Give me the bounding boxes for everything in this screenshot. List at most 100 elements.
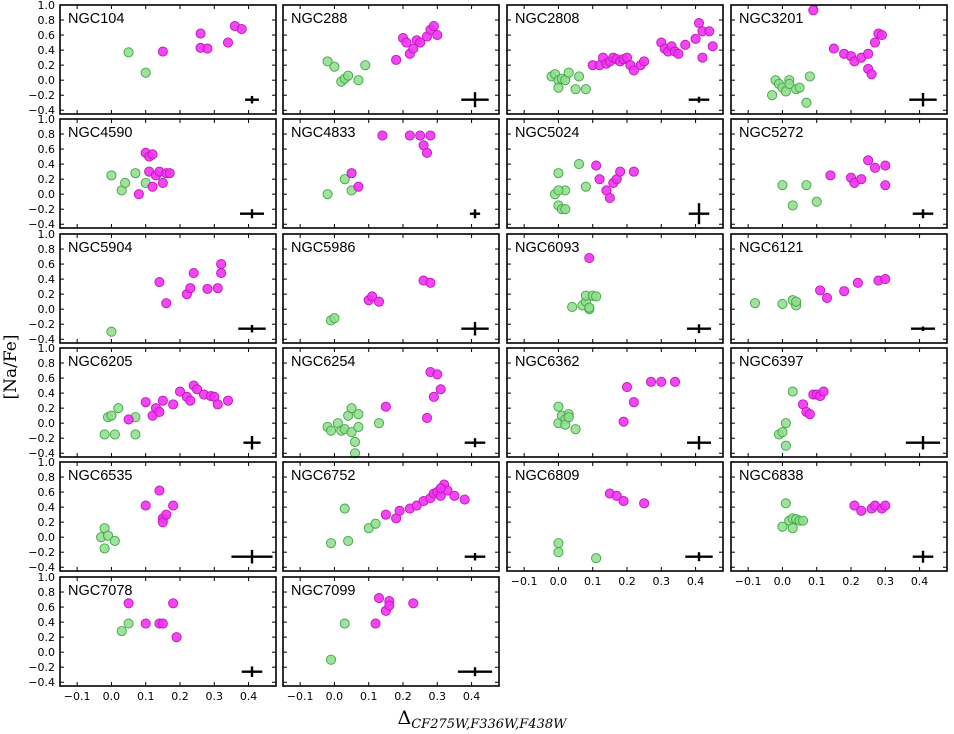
panel-ngc7099: −0.1 0.0 0.1 0.2 0.3 0.4 NGC7099 [282,576,500,703]
data-point-2g [140,618,151,629]
panel-frame [282,118,500,229]
data-point-2g [449,490,460,501]
data-point-1g [553,82,564,93]
panel-title: NGC5272 [739,125,803,141]
y-tick-label: 0.6 [38,29,56,42]
y-tick-label: 0.4 [38,616,56,629]
data-point-2g [133,189,144,200]
data-point-2g [185,395,196,406]
panel-ngc5986: NGC5986 [282,233,500,344]
x-axis-label-symbol: Δ [398,707,412,729]
x-tick-label: 0.1 [360,690,378,703]
data-point-2g [880,180,891,191]
panel-title: NGC4590 [68,125,132,141]
data-point-2g [680,39,691,50]
panel-frame [59,576,277,687]
y-tick-label: −0.4 [28,561,55,574]
data-point-2g [707,41,718,52]
data-point-1g [349,448,361,459]
panel-frame [730,233,948,344]
panel-title: NGC6752 [291,468,355,484]
data-point-2g [373,296,385,307]
panel-ngc5024: NGC5024 [506,118,724,229]
y-tick-label: 1.0 [38,342,56,355]
data-point-1g [797,515,809,526]
panel-frame [730,4,948,115]
data-point-1g [130,168,141,179]
y-tick-label: 0.4 [38,387,56,400]
panel-ngc6752: NGC6752 [282,461,500,572]
panel-title: NGC5024 [515,125,579,141]
data-point-1g [353,421,364,432]
y-tick-label: 1.0 [38,0,56,12]
panel-ngc5272: NGC5272 [730,118,948,229]
panel-ngc6838: −0.1 0.0 0.1 0.2 0.3 0.4 NGC6838 [730,461,948,588]
panel-frame [506,4,724,115]
data-point-2g [415,130,426,141]
data-point-1g [339,503,350,514]
panel-frame [282,576,500,687]
x-tick-label: 0.3 [206,690,224,703]
data-point-1g [804,71,815,82]
x-axis-label-subscript: CF275W,F336W,F438W [411,717,568,732]
panel-title: NGC7099 [291,583,355,599]
panel-ngc6809: −0.1 0.0 0.1 0.2 0.3 0.4 NGC6809 [506,461,724,588]
y-tick-label: −0.4 [28,676,55,689]
data-point-1g [787,200,798,211]
x-tick-label: 0.4 [687,575,705,588]
data-point-1g [106,410,117,421]
data-point-2g [863,155,874,166]
data-point-1g [777,521,788,532]
data-point-2g [202,43,213,54]
y-tick-label: 1.0 [38,456,56,469]
data-point-1g [325,425,337,436]
data-point-1g [109,429,120,440]
panel-title: NGC5986 [291,240,355,256]
y-tick-label: 0.6 [38,486,56,499]
data-point-2g [880,500,891,511]
data-point-2g [618,496,629,507]
y-tick-label: 0.4 [38,501,56,514]
data-point-1g [113,403,124,414]
x-tick-label: 0.0 [774,575,792,588]
data-point-2g [377,130,388,141]
y-tick-label: −0.2 [28,203,55,216]
panel-title: NGC7078 [68,583,132,599]
x-tick-label: 0.3 [653,575,671,588]
data-point-2g [168,500,179,511]
data-point-1g [801,97,812,108]
data-point-1g [767,90,778,101]
x-tick-label: 0.2 [842,575,860,588]
panel-ngc104: −0.4 −0.2 0.0 0.2 0.4 0.6 0.8 1.0 NGC104 [28,0,277,117]
data-point-1g [370,518,381,529]
panel-ngc3201: NGC3201 [730,4,948,115]
data-point-2g [222,37,234,48]
data-point-1g [787,523,798,534]
data-point-1g [801,180,812,191]
data-point-2g [428,391,439,402]
data-point-1g [787,386,798,397]
panel-ngc6254: NGC6254 [282,347,500,459]
data-point-1g [120,177,131,188]
data-point-1g [573,71,585,82]
data-point-2g [157,395,168,406]
data-point-1g [99,543,110,554]
panel-title: NGC6397 [739,354,803,370]
y-tick-label: −0.4 [28,333,55,346]
panel-frame [282,347,500,458]
panel-frame [59,461,277,572]
data-point-2g [825,170,836,181]
data-point-2g [428,20,439,32]
panel-title: NGC6093 [515,240,579,256]
data-point-1g [553,538,564,549]
y-tick-label: 0.0 [38,303,56,316]
y-tick-label: −0.2 [28,89,55,102]
data-point-2g [869,37,881,48]
data-point-2g [394,505,405,516]
x-tick-label: 0.1 [137,690,155,703]
panel-frame [506,118,724,229]
data-point-1g [329,313,340,324]
y-tick-label: 0.2 [38,173,56,186]
data-point-2g [804,409,815,420]
panel-frame [59,118,277,229]
